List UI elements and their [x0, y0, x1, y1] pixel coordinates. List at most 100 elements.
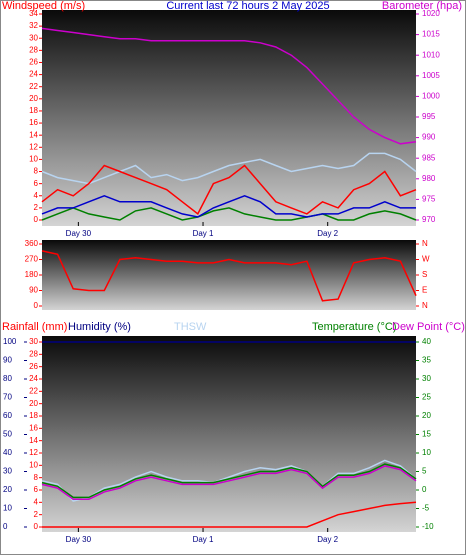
y2-tick-label: 35 — [422, 356, 431, 365]
y-tick-label: 180 — [25, 270, 39, 279]
y-tick-label: 12 — [29, 142, 38, 151]
y2-tick-label: 25 — [422, 393, 431, 402]
legend-entry: Dew Point (°C) — [392, 321, 465, 333]
y-tick-label: 32 — [29, 21, 38, 30]
series-line — [42, 501, 417, 528]
x-tick-label: Day 1 — [193, 229, 214, 238]
y-tick-label: 0 — [34, 522, 39, 531]
y-tick-label: 22 — [29, 82, 38, 91]
y2-tick-label: 1020 — [422, 9, 440, 18]
y-tick-label: 16 — [29, 118, 38, 127]
series-line — [41, 164, 417, 216]
legend-entry: Temperature (°C) — [312, 321, 396, 333]
y2-tick-label: 10 — [422, 448, 431, 457]
y-tick-label: 26 — [29, 362, 38, 371]
series-line — [41, 207, 417, 221]
y2-tick-label: 980 — [422, 174, 436, 183]
y2-tick-label: 1010 — [422, 50, 440, 59]
y3-tick-label: 10 — [3, 504, 12, 513]
y-tick-label: 2 — [34, 510, 39, 519]
y-axis-title: Windspeed (m/s) — [2, 0, 85, 12]
y-tick-label: 10 — [29, 155, 38, 164]
y-tick-label: 8 — [34, 167, 39, 176]
plot-area — [42, 336, 416, 532]
y-tick-label: 12 — [29, 448, 38, 457]
y3-tick-label: 0 — [3, 522, 8, 531]
y2-tick-label: N — [422, 301, 428, 310]
y-tick-label: 6 — [34, 485, 39, 494]
x-tick-label: Day 2 — [317, 535, 338, 544]
y3-tick-label: 90 — [3, 356, 12, 365]
y-tick-label: 6 — [34, 179, 39, 188]
legend-entry: THSW — [174, 321, 207, 333]
y3-tick-label: 100 — [3, 337, 17, 346]
y-tick-label: 30 — [29, 337, 38, 346]
y-tick-label: 8 — [34, 473, 39, 482]
y-tick-label: 14 — [29, 436, 38, 445]
series-line — [41, 463, 417, 499]
y2-tick-label: 970 — [422, 215, 436, 224]
y3-tick-label: 80 — [3, 374, 12, 383]
y3-tick-label: 30 — [3, 467, 12, 476]
y2-tick-label: 40 — [422, 337, 431, 346]
y-tick-label: 14 — [29, 130, 38, 139]
series-line — [41, 152, 417, 185]
y3-tick-label: 60 — [3, 411, 12, 420]
chart-title: Current last 72 hours 2 May 2025 — [166, 0, 329, 12]
y2-tick-label: -5 — [422, 504, 430, 513]
y-tick-label: 20 — [29, 94, 38, 103]
plot-area — [42, 240, 416, 310]
y-tick-label: 90 — [29, 286, 38, 295]
y-tick-label: 2 — [34, 203, 39, 212]
y2-tick-label: 0 — [422, 485, 427, 494]
y-tick-label: 0 — [34, 215, 39, 224]
plot-area — [42, 10, 416, 226]
y3-tick-label: 20 — [3, 485, 12, 494]
y-tick-label: 4 — [34, 191, 39, 200]
y-tick-label: 26 — [29, 58, 38, 67]
y-tick-label: 30 — [29, 33, 38, 42]
y-tick-label: 24 — [29, 374, 38, 383]
x-tick-label: Day 30 — [66, 535, 92, 544]
legend-entry: Humidity (%) — [68, 321, 131, 333]
y-tick-label: 28 — [29, 45, 38, 54]
series-line — [41, 250, 417, 302]
x-tick-label: Day 30 — [66, 229, 92, 238]
y2-tick-label: 20 — [422, 411, 431, 420]
y-tick-label: 22 — [29, 386, 38, 395]
y-tick-label: 34 — [29, 9, 38, 18]
series-line — [41, 465, 417, 501]
y2-tick-label: S — [422, 270, 427, 279]
y2-tick-label: -10 — [422, 522, 434, 531]
series-line — [41, 27, 417, 145]
y2-tick-label: 5 — [422, 467, 427, 476]
y-tick-label: 20 — [29, 399, 38, 408]
y-tick-label: 16 — [29, 423, 38, 432]
y2-tick-label: W — [422, 255, 430, 264]
y-tick-label: 28 — [29, 349, 38, 358]
y3-tick-label: 40 — [3, 448, 12, 457]
y2-tick-label: 1000 — [422, 92, 440, 101]
x-tick-label: Day 2 — [317, 229, 338, 238]
y-tick-label: 270 — [25, 255, 39, 264]
series-line — [41, 459, 417, 502]
y-tick-label: 18 — [29, 106, 38, 115]
x-tick-label: Day 1 — [193, 535, 214, 544]
y2-tick-label: 990 — [422, 133, 436, 142]
y-tick-label: 18 — [29, 411, 38, 420]
y-tick-label: 10 — [29, 460, 38, 469]
y2-tick-label: 1015 — [422, 30, 440, 39]
y-tick-label: 24 — [29, 70, 38, 79]
y3-tick-label: 50 — [3, 430, 12, 439]
y3-tick-label: 70 — [3, 393, 12, 402]
y-tick-label: 0 — [34, 301, 39, 310]
series-line — [41, 194, 416, 218]
y2-tick-label: 995 — [422, 112, 436, 121]
y2-tick-label: 975 — [422, 195, 436, 204]
y-tick-label: 360 — [25, 239, 39, 248]
y2-tick-label: 15 — [422, 430, 431, 439]
y2-tick-label: E — [422, 286, 427, 295]
y2-axis-title: Barometer (hpa) — [382, 0, 462, 12]
y2-tick-label: 30 — [422, 374, 431, 383]
